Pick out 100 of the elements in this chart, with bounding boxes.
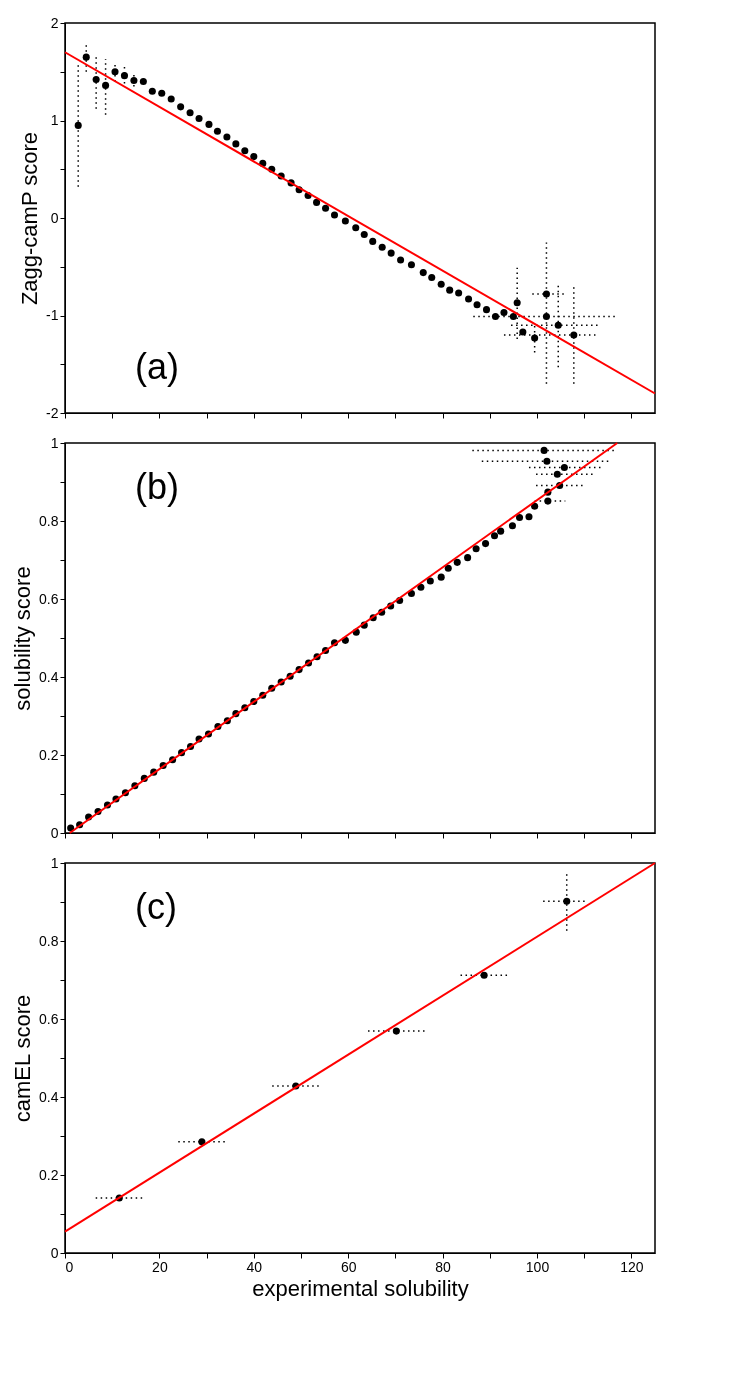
point xyxy=(509,312,517,320)
point xyxy=(426,577,434,585)
point xyxy=(500,309,508,317)
x-tick-label: 0 xyxy=(65,1258,74,1275)
y-tick-label: 1 xyxy=(50,854,59,871)
point xyxy=(387,249,395,257)
point xyxy=(419,269,427,277)
point xyxy=(397,256,405,264)
y-axis-title: Zagg-camP score xyxy=(17,131,43,306)
point xyxy=(560,464,568,472)
point xyxy=(417,583,425,591)
point xyxy=(148,87,156,95)
y-tick-label: 1 xyxy=(50,112,59,128)
point xyxy=(102,81,110,89)
point xyxy=(223,133,231,141)
point xyxy=(407,261,415,269)
point xyxy=(542,290,550,298)
point xyxy=(453,558,461,566)
y-tick-label: -2 xyxy=(46,404,59,421)
y-tick-label: 0 xyxy=(50,1244,59,1261)
point xyxy=(544,497,552,505)
x-tick-label: 60 xyxy=(340,1258,357,1275)
point xyxy=(513,299,521,307)
point xyxy=(473,301,481,309)
point xyxy=(553,470,561,478)
point xyxy=(341,217,349,225)
point xyxy=(482,540,490,548)
point xyxy=(464,554,472,562)
point xyxy=(482,306,491,314)
point xyxy=(540,446,548,454)
point xyxy=(241,147,249,155)
point xyxy=(369,237,377,245)
point xyxy=(455,289,463,297)
y-tick-label: 0.6 xyxy=(39,590,59,607)
point xyxy=(480,971,488,979)
x-tick-label: 120 xyxy=(620,1258,644,1275)
point xyxy=(130,77,138,85)
annotation: (b) xyxy=(135,466,179,507)
annotation: (a) xyxy=(135,346,179,387)
y-tick-label: 0.8 xyxy=(39,512,59,529)
annotation: (c) xyxy=(135,886,177,927)
point xyxy=(322,204,330,212)
point xyxy=(508,522,516,530)
y-tick-label: 0 xyxy=(50,824,59,841)
point xyxy=(531,502,539,510)
point xyxy=(428,273,436,281)
y-tick-label: 0.4 xyxy=(39,1088,59,1105)
y-tick-label: 0.2 xyxy=(39,1166,59,1183)
point xyxy=(139,77,147,86)
point xyxy=(111,68,119,76)
point xyxy=(563,897,571,905)
point xyxy=(158,89,166,97)
point xyxy=(407,590,415,598)
point xyxy=(186,109,194,117)
point xyxy=(490,532,499,540)
y-axis-title: camEL score xyxy=(10,994,36,1123)
point xyxy=(472,545,480,553)
point xyxy=(92,76,100,84)
y-tick-label: 1 xyxy=(50,434,59,451)
point xyxy=(437,573,445,581)
point xyxy=(82,53,90,61)
y-tick-label: -1 xyxy=(46,307,59,323)
point xyxy=(378,243,386,251)
point xyxy=(330,211,339,219)
point xyxy=(120,72,129,80)
y-tick-label: 0.2 xyxy=(39,746,59,763)
point xyxy=(516,513,524,522)
point xyxy=(570,331,578,339)
point xyxy=(519,328,527,336)
point xyxy=(542,312,550,320)
point xyxy=(232,140,240,148)
x-tick-label: 40 xyxy=(246,1258,263,1275)
y-tick-label: 0 xyxy=(50,209,59,226)
point xyxy=(167,95,175,103)
point xyxy=(525,513,533,521)
point xyxy=(352,224,360,232)
point xyxy=(543,457,551,465)
point xyxy=(554,321,562,329)
point xyxy=(177,103,185,111)
point xyxy=(497,527,505,535)
point xyxy=(491,312,499,320)
x-tick-label: 80 xyxy=(435,1258,452,1275)
point xyxy=(392,1027,400,1035)
point xyxy=(313,198,321,206)
x-tick-label: 20 xyxy=(152,1258,168,1275)
point xyxy=(250,153,258,161)
point xyxy=(465,295,473,303)
y-tick-label: 0.8 xyxy=(39,932,59,949)
point xyxy=(444,564,452,572)
point xyxy=(205,120,213,128)
point xyxy=(437,280,445,288)
point xyxy=(195,115,203,123)
point xyxy=(74,121,82,129)
x-axis-title: experimental solubility xyxy=(252,1275,469,1301)
y-tick-label: 0.6 xyxy=(39,1010,59,1027)
point xyxy=(341,636,349,644)
point xyxy=(360,231,368,239)
y-tick-label: 0.4 xyxy=(39,668,59,685)
x-tick-label: 100 xyxy=(525,1258,550,1275)
point xyxy=(531,334,539,342)
